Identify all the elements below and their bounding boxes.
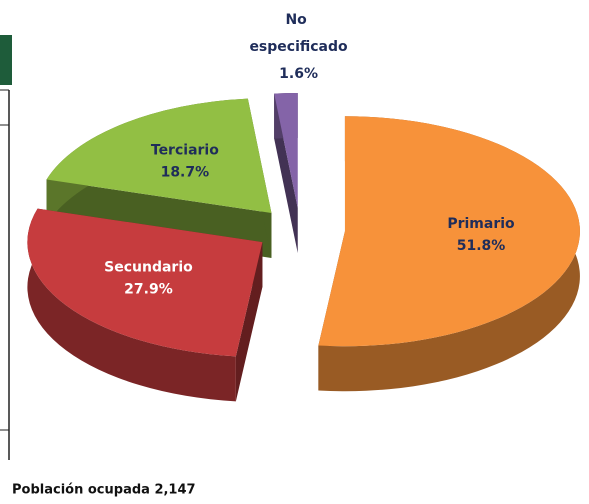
caption: Población ocupada 2,147 — [12, 483, 196, 498]
slice-label: No especificado — [249, 12, 348, 55]
slice — [27, 208, 263, 357]
slice — [46, 98, 272, 213]
slice-side — [27, 208, 236, 402]
slice-value-label: 1.6% — [279, 66, 318, 82]
slice-value-label: 27.9% — [124, 282, 173, 298]
slice-label: Secundario — [104, 260, 193, 276]
slice-tops — [27, 93, 580, 357]
table-edge — [0, 35, 12, 460]
slice-label: Terciario — [151, 142, 219, 158]
slice — [318, 116, 580, 347]
slice — [274, 93, 298, 209]
slice-value-label: 18.7% — [161, 164, 210, 180]
slice-label: Primario — [447, 216, 515, 232]
slice-value-label: 51.8% — [457, 238, 506, 254]
